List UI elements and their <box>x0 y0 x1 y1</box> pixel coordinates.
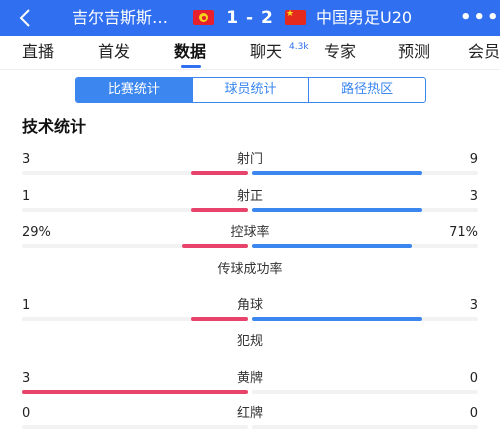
home-stat-value: 0 <box>22 406 31 421</box>
home-stat-track <box>22 317 248 321</box>
tab-prediction[interactable]: 预测 <box>398 42 431 61</box>
stat-label: 射门 <box>236 152 263 167</box>
segment-match-stats[interactable]: 比赛统计 <box>76 78 193 102</box>
match-tabs: 直播 首发 数据 聊天 4.3k 专家 预测 会员 <box>0 36 500 70</box>
stat-row: 犯规 <box>0 334 500 364</box>
stat-label: 红牌 <box>236 406 263 421</box>
away-stat-track <box>252 425 478 429</box>
match-header: 吉尔吉斯斯… 1 - 2 ★ 中国男足U20 ••• <box>0 0 500 36</box>
away-stat-value: 0 <box>469 406 478 421</box>
stat-row: 3 黄牌 0 <box>0 371 500 401</box>
china-flag-icon: ★ <box>285 10 306 25</box>
home-stat-bar <box>191 317 248 321</box>
away-stat-bar <box>252 244 412 248</box>
stat-row: 29% 控球率 71% <box>0 225 500 255</box>
tab-live[interactable]: 直播 <box>22 42 55 61</box>
home-stat-value: 3 <box>22 371 31 386</box>
away-stat-track <box>252 317 478 321</box>
stat-row: 3 射门 9 <box>0 152 500 182</box>
home-stat-bar <box>22 390 248 394</box>
stat-label: 传球成功率 <box>217 262 283 277</box>
segment-heatmap[interactable]: 路径热区 <box>341 82 394 97</box>
stat-label: 射正 <box>236 189 263 204</box>
stat-label: 角球 <box>236 298 263 313</box>
tab-lineup[interactable]: 首发 <box>98 42 131 61</box>
away-stat-track <box>252 208 478 212</box>
back-arrow-icon[interactable] <box>14 6 38 30</box>
stat-label: 犯规 <box>236 334 263 349</box>
away-stat-bar <box>252 317 422 321</box>
stat-row: 1 射正 3 <box>0 189 500 219</box>
away-stat-value: 3 <box>469 298 478 313</box>
tab-experts[interactable]: 专家 <box>324 42 357 61</box>
chat-count-badge: 4.3k <box>289 42 309 52</box>
home-stat-track <box>22 390 248 394</box>
stats-segment-control: 比赛统计 球员统计 路径热区 <box>75 77 426 103</box>
tab-chat[interactable]: 聊天 <box>250 42 283 61</box>
home-stat-bar <box>182 244 248 248</box>
home-stat-bar <box>191 208 248 212</box>
match-score: 1 - 2 <box>226 8 274 28</box>
stat-label: 黄牌 <box>236 371 263 386</box>
home-stat-track <box>22 425 248 429</box>
tab-data[interactable]: 数据 <box>174 42 207 61</box>
home-stat-value: 1 <box>22 189 31 204</box>
away-stat-track <box>252 390 478 394</box>
segment-player-stats[interactable]: 球员统计 <box>193 78 310 102</box>
away-stat-bar <box>252 171 422 175</box>
home-stat-value: 3 <box>22 152 31 167</box>
home-stat-value: 29% <box>22 225 51 240</box>
home-team-name[interactable]: 吉尔吉斯斯… <box>72 8 169 27</box>
away-stat-value: 0 <box>469 371 478 386</box>
away-stat-value: 3 <box>469 189 478 204</box>
away-stat-track <box>252 171 478 175</box>
stat-row: 传球成功率 <box>0 262 500 292</box>
home-stat-track <box>22 171 248 175</box>
away-stat-value: 9 <box>469 152 478 167</box>
tab-membership[interactable]: 会员 <box>468 42 500 61</box>
away-stat-value: 71% <box>449 225 478 240</box>
home-stat-value: 1 <box>22 298 31 313</box>
home-stat-track <box>22 208 248 212</box>
more-menu-icon[interactable]: ••• <box>460 7 500 28</box>
stat-row: 0 红牌 0 <box>0 406 500 436</box>
active-tab-indicator <box>181 65 201 68</box>
stat-row: 1 角球 3 <box>0 298 500 328</box>
stat-label: 控球率 <box>230 225 270 240</box>
away-stat-track <box>252 244 478 248</box>
away-team-name[interactable]: 中国男足U20 <box>316 8 413 27</box>
home-stat-bar <box>191 171 248 175</box>
kyrgyzstan-flag-icon <box>193 10 214 25</box>
away-stat-bar <box>252 208 422 212</box>
section-title: 技术统计 <box>22 117 87 136</box>
home-stat-track <box>22 244 248 248</box>
